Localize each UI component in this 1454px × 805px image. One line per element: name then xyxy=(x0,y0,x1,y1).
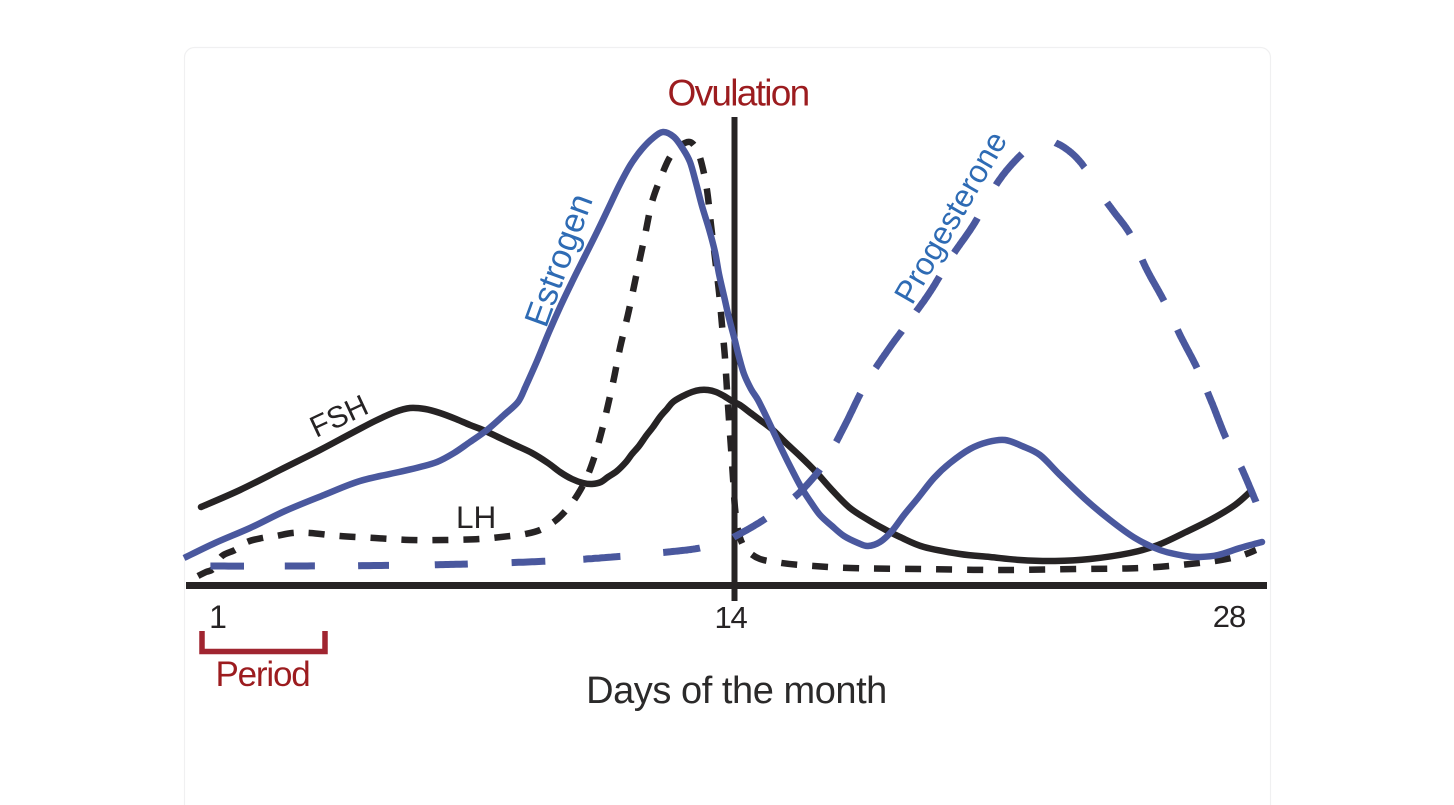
svg-text:Period: Period xyxy=(216,655,310,694)
svg-text:Days of the month: Days of the month xyxy=(586,670,887,712)
svg-text:Ovulation: Ovulation xyxy=(667,73,808,114)
svg-text:14: 14 xyxy=(714,600,747,635)
svg-text:28: 28 xyxy=(1213,599,1245,634)
svg-text:1: 1 xyxy=(209,599,227,635)
svg-text:LH: LH xyxy=(456,499,496,535)
